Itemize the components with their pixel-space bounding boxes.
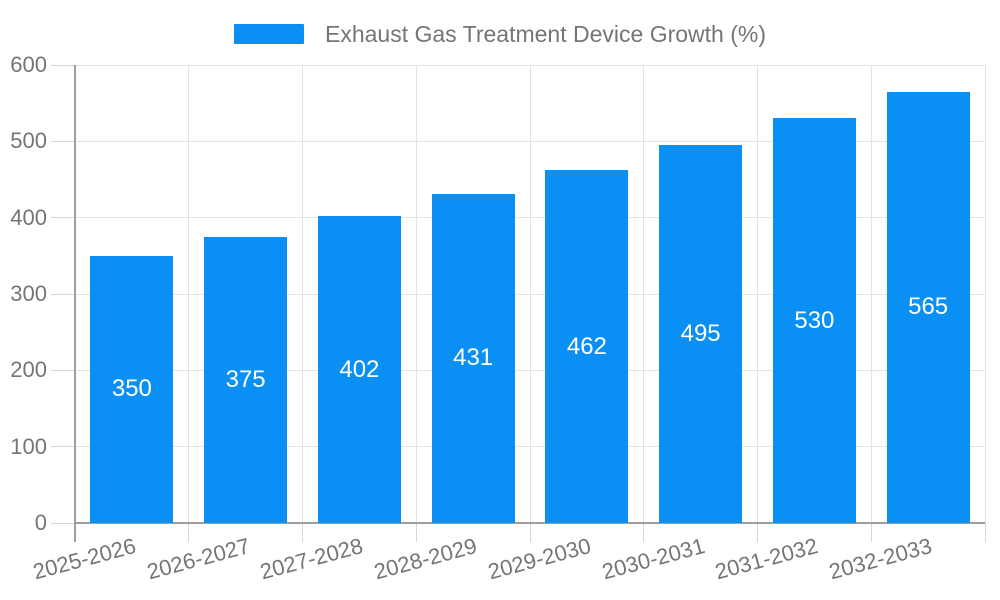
x-tick [415, 523, 417, 542]
y-tick [51, 369, 75, 371]
x-tick [870, 523, 872, 542]
x-axis-line [75, 522, 985, 524]
y-tick [51, 140, 75, 142]
bar-2031-2032: 530 [772, 118, 856, 523]
y-axis-label: 200 [10, 357, 47, 383]
legend-swatch [234, 24, 304, 44]
bar-value-label: 530 [794, 306, 835, 334]
bar-2025-2026: 350 [90, 255, 174, 523]
y-axis-label: 600 [10, 52, 47, 77]
x-tick [757, 523, 758, 542]
bar-value-label: 431 [453, 344, 494, 372]
bar-2027-2028: 402 [317, 216, 401, 523]
y-tick [51, 446, 75, 448]
y-axis-label: 0 [34, 510, 47, 535]
x-gridline [757, 65, 758, 523]
bar-2029-2030: 462 [545, 170, 629, 523]
bar-value-label: 350 [111, 375, 152, 403]
bar-value-label: 462 [566, 332, 607, 360]
x-tick [302, 523, 303, 542]
x-tick [984, 523, 986, 542]
x-gridline [643, 65, 645, 523]
y-axis-label: 500 [10, 128, 47, 154]
x-tick [529, 523, 531, 542]
x-gridline [188, 65, 190, 523]
bar-2032-2033: 565 [886, 91, 970, 523]
legend-item[interactable]: Exhaust Gas Treatment Device Growth (%) [0, 16, 1000, 52]
y-axis-label: 300 [10, 281, 47, 306]
y-axis-line [74, 65, 76, 542]
x-gridline [984, 65, 986, 523]
y-tick [51, 293, 75, 295]
x-gridline [415, 65, 417, 523]
x-gridline [302, 65, 303, 523]
x-gridline [870, 65, 872, 523]
y-tick [51, 64, 75, 66]
bar-value-label: 565 [908, 293, 949, 321]
bar-value-label: 375 [225, 365, 266, 393]
y-tick [51, 217, 75, 219]
bar-2028-2029: 431 [431, 194, 515, 523]
legend-label: Exhaust Gas Treatment Device Growth (%) [325, 20, 766, 47]
bar-value-label: 402 [339, 355, 380, 383]
x-tick [643, 523, 645, 542]
y-axis-label: 400 [10, 204, 47, 230]
bar-2030-2031: 495 [659, 145, 743, 523]
y-axis-label: 100 [10, 433, 47, 459]
bar-2026-2027: 375 [204, 236, 288, 523]
x-tick [188, 523, 190, 542]
bar-value-label: 495 [680, 320, 721, 348]
x-gridline [529, 65, 531, 523]
y-tick [51, 522, 75, 524]
